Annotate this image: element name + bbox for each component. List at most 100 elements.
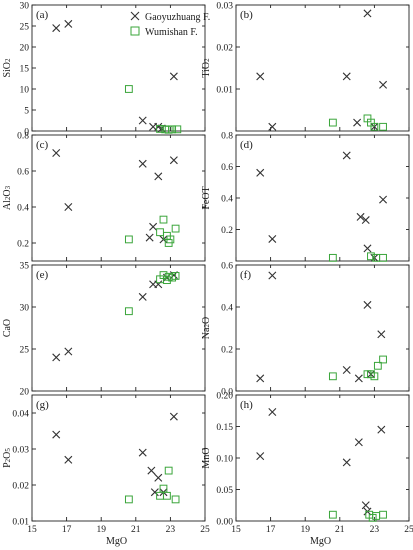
point-gaoyuzhuang (52, 430, 61, 439)
y-tick-label: 0.01 (216, 85, 233, 95)
panel-tag: (f) (240, 269, 251, 281)
y-axis-label: FeOT (201, 186, 212, 209)
y-tick-label: 0.2 (221, 345, 233, 355)
point-gaoyuzhuang (52, 149, 61, 157)
point-wumishan (156, 228, 164, 237)
point-wumishan (328, 510, 337, 519)
plot-frame (31, 264, 206, 392)
legend-label-gaoyuzhuang: Gaoyuzhuang F. (145, 12, 210, 23)
x-tick-label: 15 (27, 525, 37, 535)
y-tick-label: 0.03 (216, 1, 233, 11)
y-tick-label: 0.04 (12, 409, 29, 419)
point-gaoyuzhuang (361, 216, 370, 225)
x-tick-label: 25 (200, 525, 210, 535)
point-gaoyuzhuang (256, 374, 265, 383)
y-tick-label: 0.2 (17, 239, 29, 249)
point-gaoyuzhuang (342, 366, 351, 374)
point-gaoyuzhuang (154, 172, 163, 181)
point-wumishan (328, 253, 337, 262)
point-gaoyuzhuang (256, 72, 265, 81)
point-gaoyuzhuang (377, 330, 386, 339)
point-wumishan (168, 125, 177, 134)
y-tick-label: 20 (20, 43, 30, 53)
point-wumishan (379, 355, 387, 364)
y-tick-label: 0.01 (12, 517, 29, 527)
x-tick-label: 17 (62, 525, 72, 535)
point-gaoyuzhuang (379, 195, 388, 204)
point-wumishan (373, 361, 382, 370)
point-wumishan (370, 372, 379, 381)
y-tick-label: 0.02 (216, 43, 233, 53)
point-gaoyuzhuang (377, 425, 386, 434)
point-wumishan (379, 253, 387, 262)
point-gaoyuzhuang (138, 159, 147, 168)
y-tick-label: 30 (20, 303, 30, 313)
point-gaoyuzhuang (354, 374, 363, 383)
plot-frame (31, 394, 206, 522)
y-tick-label: 0.15 (216, 423, 233, 433)
x-tick-label: 23 (370, 525, 380, 535)
y-tick-label: 0.00 (216, 517, 233, 527)
point-wumishan (124, 495, 133, 504)
point-wumishan (328, 118, 337, 127)
y-tick-label: 25 (20, 22, 30, 32)
plot-frame (31, 134, 206, 262)
y-tick-label: 0 (24, 127, 29, 137)
point-wumishan (173, 125, 182, 134)
panel-tag: (b) (240, 9, 253, 21)
point-gaoyuzhuang (64, 347, 73, 356)
point-gaoyuzhuang (138, 292, 147, 301)
point-gaoyuzhuang (379, 80, 388, 89)
point-gaoyuzhuang (154, 280, 163, 289)
y-tick-label: 0.0 (221, 387, 233, 397)
point-wumishan (328, 372, 337, 381)
point-gaoyuzhuang (52, 24, 61, 33)
point-wumishan (379, 122, 387, 131)
point-gaoyuzhuang (64, 455, 73, 464)
y-axis-label: TiO2 (201, 58, 212, 78)
point-gaoyuzhuang (154, 473, 163, 482)
point-wumishan (370, 122, 379, 131)
point-wumishan (124, 307, 133, 316)
point-wumishan (171, 272, 180, 280)
y-tick-label: 0.02 (12, 481, 29, 491)
point-gaoyuzhuang (145, 233, 154, 242)
point-gaoyuzhuang (361, 501, 370, 510)
panel-a: 0 5 10 15 20 25 30 SiO2 (a) Gaoyuzhuang F. Wumisha… (2, 1, 210, 137)
y-tick-label: 35 (20, 261, 30, 271)
panel-c: 0.2 0.4 0.6 0.8 Al2O3 (c) (2, 131, 206, 262)
y-axis-label: Na2O (201, 317, 212, 339)
y-tick-label: 30 (20, 1, 30, 11)
legend-label-wumishan: Wumishan F. (145, 27, 198, 38)
y-tick-label: 0.4 (17, 203, 29, 213)
panel-g: 15 17 19 21 23 25 0.01 0.02 0.03 0.04 P2O5 (g) MgO (2, 394, 210, 547)
plot-frame (235, 264, 410, 392)
x-tick-label: 15 (231, 525, 241, 535)
point-gaoyuzhuang (169, 72, 178, 81)
y-tick-label: 0.20 (216, 391, 233, 401)
point-wumishan (166, 235, 175, 244)
plot-frame (31, 4, 206, 132)
y-tick-label: 0.8 (17, 131, 29, 141)
point-gaoyuzhuang (268, 122, 277, 131)
point-gaoyuzhuang (147, 466, 156, 475)
panel-d: 0.2 0.4 0.6 0.8 FeOT (d) (201, 131, 410, 262)
plot-frame (235, 4, 410, 132)
point-wumishan (379, 510, 387, 519)
point-gaoyuzhuang (64, 19, 73, 28)
y-tick-label: 10 (20, 85, 30, 95)
point-gaoyuzhuang (64, 203, 73, 211)
point-wumishan (171, 495, 180, 504)
x-axis-label: MgO (106, 536, 127, 547)
point-gaoyuzhuang (169, 412, 178, 421)
point-gaoyuzhuang (268, 234, 277, 243)
point-wumishan (159, 484, 168, 493)
point-gaoyuzhuang (138, 116, 147, 125)
point-wumishan (124, 85, 133, 93)
panel-tag: (a) (36, 9, 49, 21)
point-wumishan (163, 491, 171, 500)
plot-frame (235, 134, 410, 262)
point-gaoyuzhuang (363, 9, 372, 18)
point-wumishan (159, 215, 168, 224)
point-gaoyuzhuang (354, 438, 363, 447)
